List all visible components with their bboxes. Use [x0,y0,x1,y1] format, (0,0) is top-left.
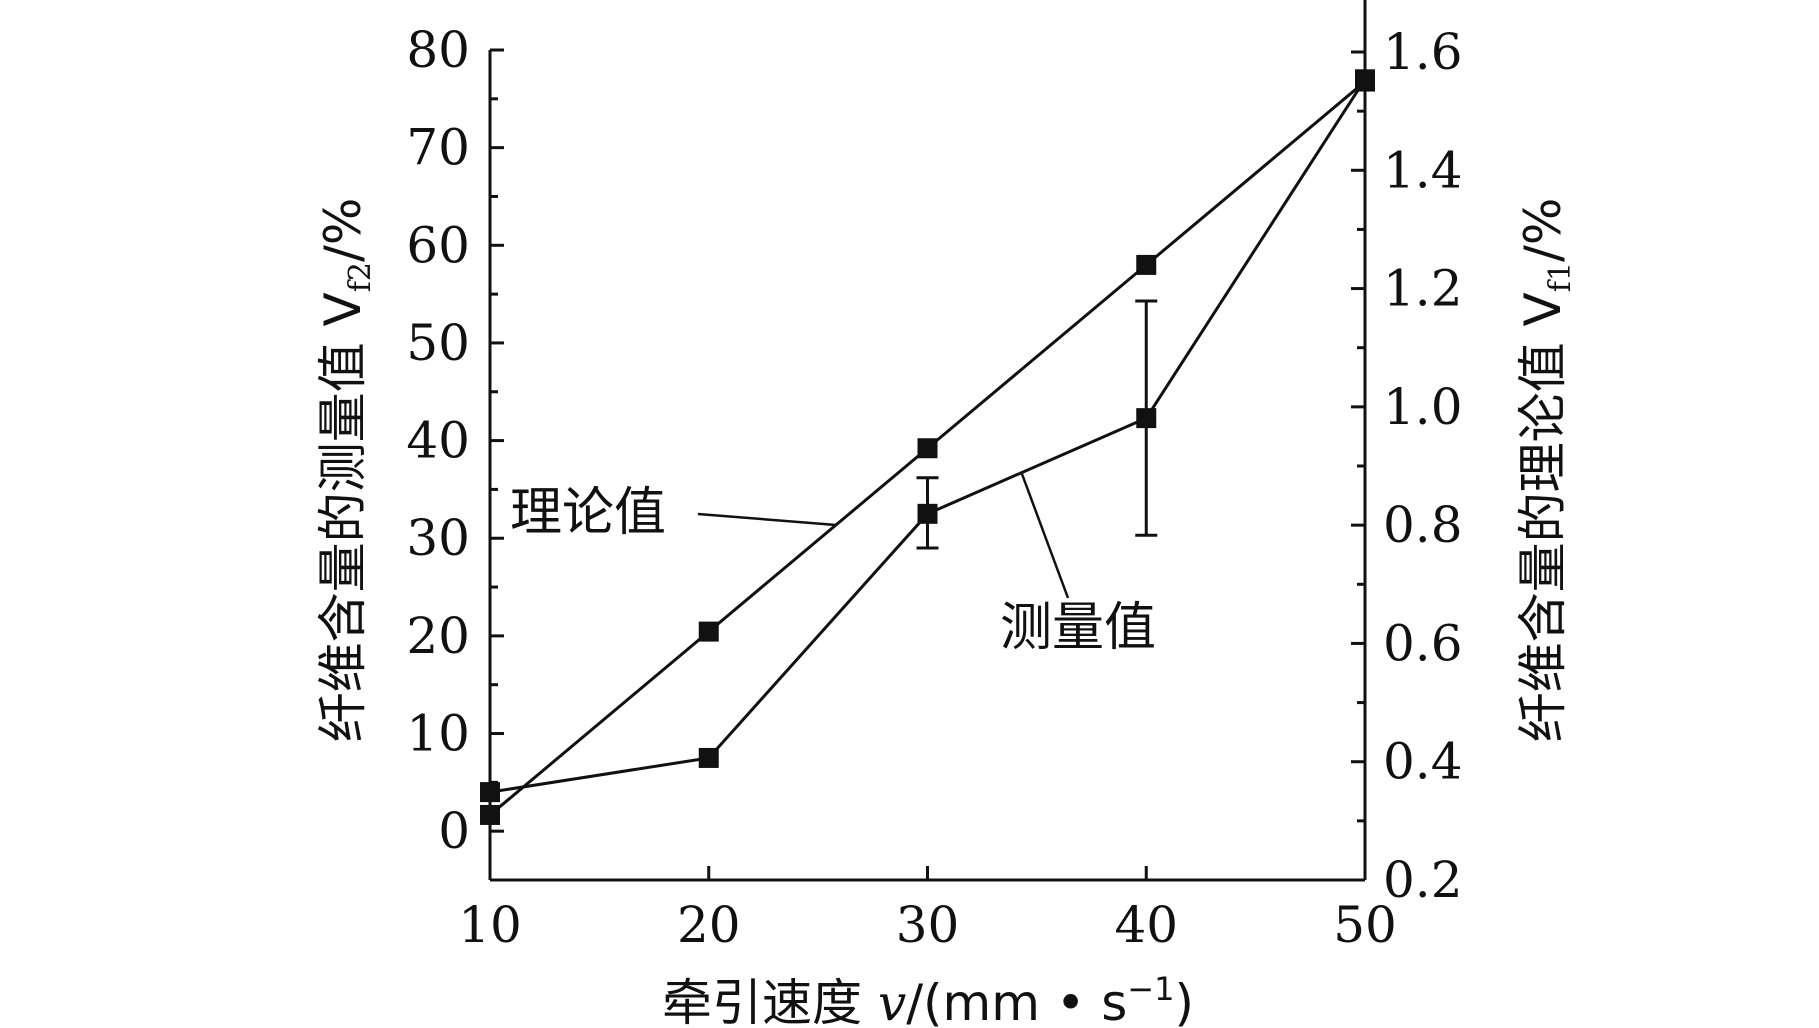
right-y-tick-label: 1.4 [1383,141,1463,199]
annotation-leader-measured [1020,473,1070,599]
data-point-measured [698,747,719,768]
x-tick-label: 30 [896,896,960,954]
left-y-tick-label: 70 [406,119,470,177]
left-y-tick-label: 0 [438,802,470,860]
left-y-tick-label: 80 [406,21,470,79]
left-y-tick-label: 60 [406,216,470,274]
annotation-measured: 测量值 [1000,598,1156,658]
right-y-tick-label: 1.0 [1383,378,1463,436]
data-point-measured [917,503,938,524]
x-tick-label: 20 [677,896,741,954]
plot-marks [480,69,1375,825]
left-y-tick-label: 50 [406,314,470,372]
data-point-theoretical [1136,254,1157,275]
data-point-theoretical [698,621,719,642]
left-y-tick-label: 10 [406,705,470,763]
right-y-tick-label: 0.8 [1383,496,1463,554]
data-point-measured [1136,408,1157,429]
left-y-axis-title: 纤维含量的测量值 Vf2/% [314,198,378,743]
x-tick-label: 40 [1114,896,1178,954]
x-tick-label: 10 [458,896,522,954]
data-point-theoretical [480,804,500,825]
right-y-tick-label: 1.6 [1383,23,1463,81]
left-y-tick-label: 20 [406,607,470,665]
axes: 10 20 30 40 50 0 10 20 30 40 50 60 70 80 0.2 0.4 0.6 0.8 1… [406,0,1463,954]
left-y-tick-label: 30 [406,509,470,567]
left-y-tick-label: 40 [406,412,470,470]
annotation-leader-theoretical [697,512,837,527]
data-point-measured [1355,69,1375,90]
x-axis-title: 牵引速度 v/(mm • s−1) [662,970,1194,1028]
right-y-tick-label: 0.4 [1383,733,1463,791]
right-y-tick-label: 0.2 [1383,851,1463,909]
x-tick-label: 50 [1333,896,1397,954]
series-line-measured [489,78,1367,794]
right-y-tick-label: 0.6 [1383,614,1463,672]
annotation-theoretical: 理论值 [510,483,666,543]
right-y-axis-title: 纤维含量的理论值 Vf1/% [1514,198,1578,743]
right-y-tick-label: 1.2 [1383,260,1463,318]
data-point-measured [480,782,500,803]
data-point-theoretical [917,438,938,459]
